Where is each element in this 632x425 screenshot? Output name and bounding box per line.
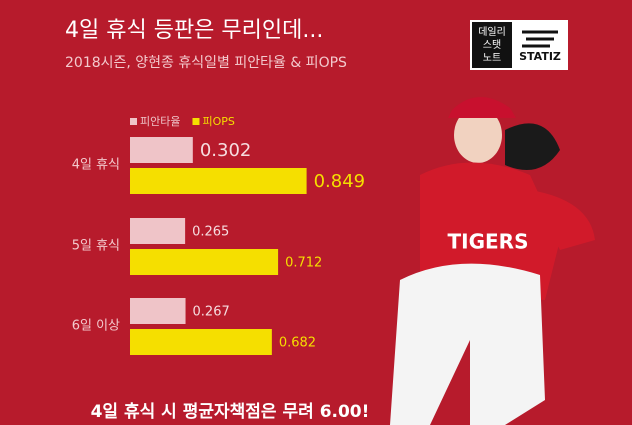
bar (130, 329, 272, 355)
value-label: 0.712 (285, 256, 322, 271)
legend-swatch (192, 118, 200, 125)
logo-line: 노트 (483, 52, 501, 64)
jersey-text: TIGERS (448, 230, 529, 254)
player-illustration: TIGERS (390, 96, 595, 425)
annotation: 4일 휴식 시 평균자책점은 무려 6.00! (91, 401, 370, 422)
legend-label: 피OPS (202, 115, 234, 128)
logo: 데일리 스탯 노트 STATIZ (470, 20, 568, 70)
bar (130, 298, 186, 324)
bar (130, 249, 279, 275)
value-label: 0.267 (193, 305, 230, 320)
chart-title: 4일 휴식 등판은 무리인데... (65, 18, 323, 43)
bar (130, 218, 186, 244)
logo-dark (472, 22, 512, 68)
legend-label: 피안타율 (140, 115, 180, 128)
category-label: 5일 휴식 (72, 239, 120, 254)
logo-name: STATIZ (519, 50, 561, 63)
value-label: 0.849 (314, 171, 366, 192)
category-label: 4일 휴식 (72, 158, 120, 173)
logo-line: 스탯 (483, 39, 501, 51)
value-label: 0.265 (192, 225, 229, 240)
bar (130, 137, 193, 163)
logo-mark (522, 30, 558, 48)
logo-line: 데일리 (478, 26, 506, 38)
bar (130, 168, 307, 194)
value-label: 0.302 (200, 140, 252, 161)
legend-swatch (130, 118, 137, 125)
category-label: 6일 이상 (72, 319, 120, 334)
chart-subtitle: 2018시즌, 양현종 휴식일별 피안타율 & 피OPS (65, 55, 347, 71)
value-label: 0.682 (279, 336, 316, 351)
